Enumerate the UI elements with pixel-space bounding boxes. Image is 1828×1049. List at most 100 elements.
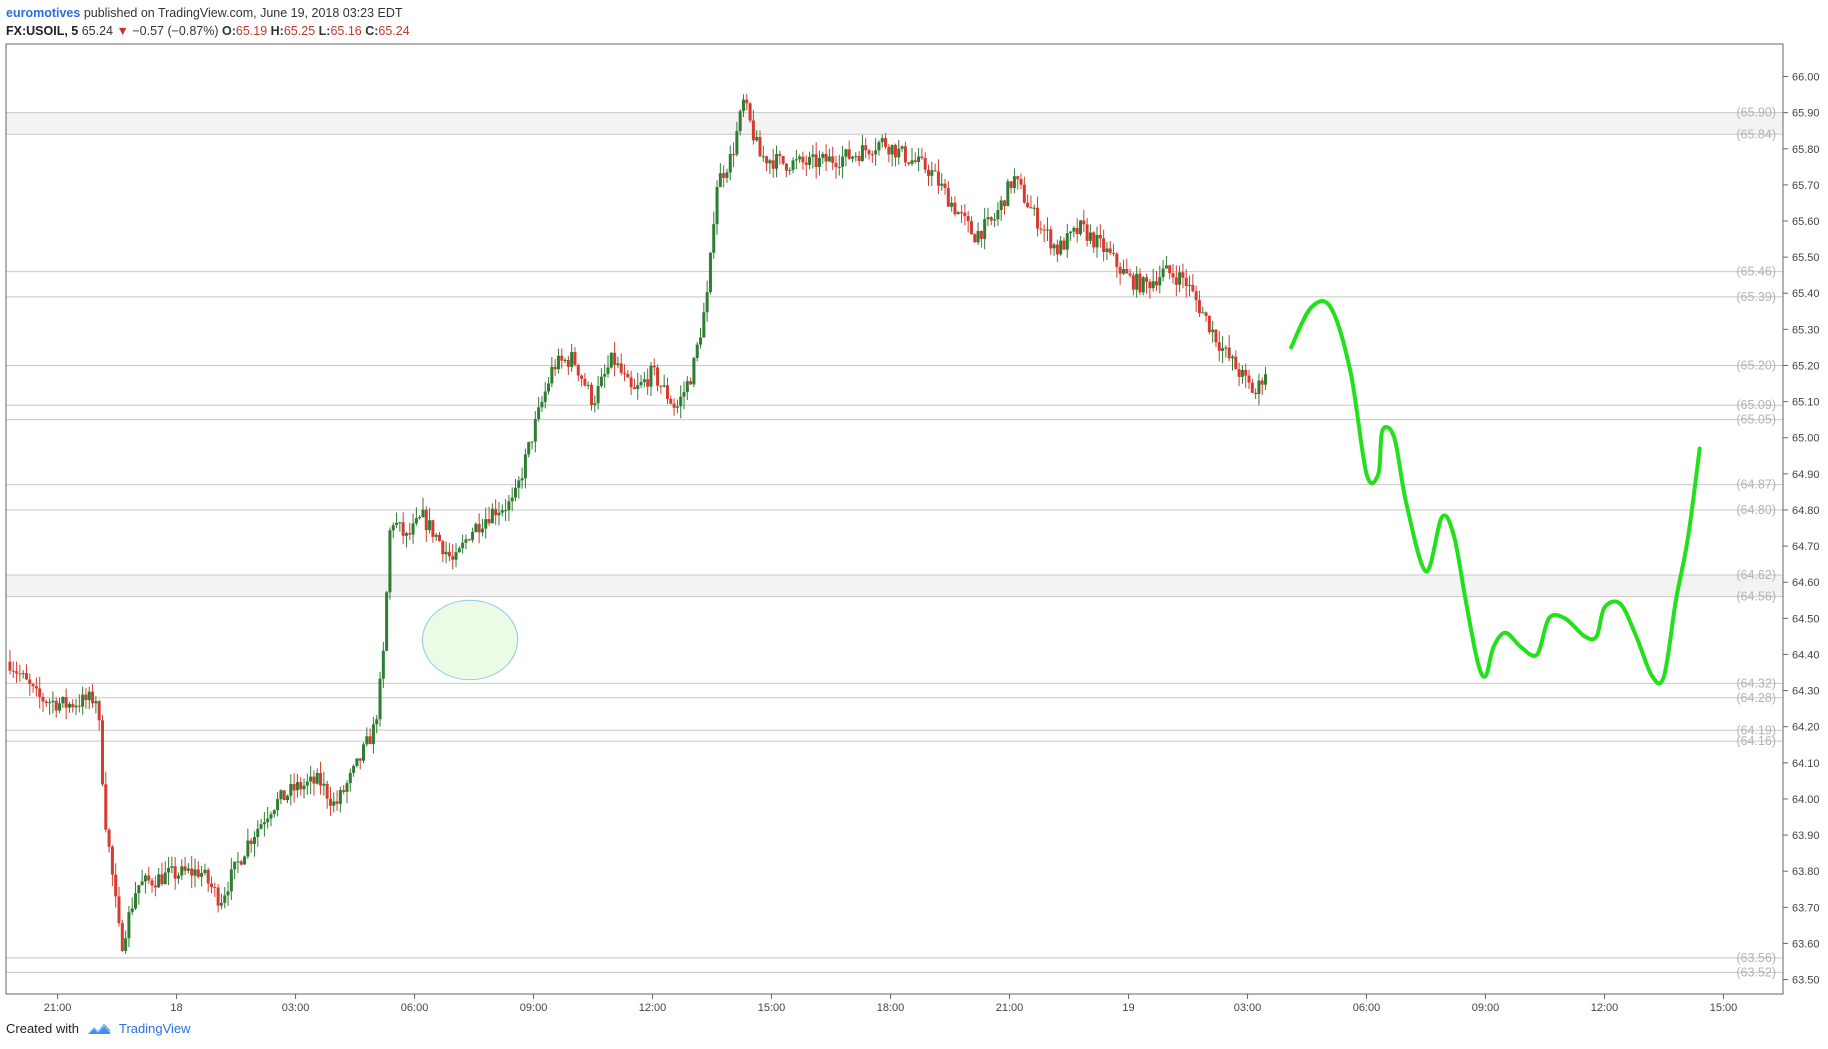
candle — [444, 541, 448, 564]
candle-body — [401, 522, 405, 536]
candle — [639, 374, 643, 388]
plot-border — [5, 43, 1784, 995]
candle-body — [560, 355, 564, 361]
candle-body — [484, 519, 488, 529]
candle-body — [186, 868, 190, 871]
candle-body — [1105, 248, 1109, 252]
candle-body — [755, 136, 759, 141]
candle — [903, 141, 907, 167]
x-tick-label: 12:00 — [1591, 1002, 1619, 1014]
candle-body — [851, 156, 855, 159]
candle — [1039, 220, 1043, 235]
candle — [342, 785, 346, 795]
tradingview-brand[interactable]: TradingView — [118, 1021, 191, 1036]
candle-body — [887, 146, 891, 155]
candle — [718, 163, 722, 188]
candle-body — [725, 172, 729, 178]
candle-body — [609, 352, 613, 368]
level-label: (63.56) — [1736, 951, 1776, 965]
candle-body — [497, 512, 501, 516]
y-tick-label: 64.30 — [1792, 686, 1820, 698]
candle — [893, 143, 897, 167]
candle-body — [649, 365, 653, 387]
candle-body — [923, 157, 927, 170]
high-value: 65.25 — [283, 24, 316, 38]
candle — [619, 353, 623, 376]
candle — [322, 771, 326, 796]
candle-body — [685, 381, 689, 393]
candle-body — [824, 153, 828, 162]
candle — [907, 161, 911, 166]
candle — [979, 230, 983, 248]
candle-body — [662, 385, 666, 387]
candle-body — [672, 403, 676, 408]
candle-body — [1075, 227, 1079, 235]
candle — [447, 542, 451, 562]
candle — [679, 385, 683, 419]
candle — [395, 512, 399, 529]
author-name[interactable]: euromotives — [6, 6, 81, 20]
candle — [930, 161, 934, 187]
candle-body — [1164, 265, 1168, 269]
candle — [837, 154, 841, 176]
candle-body — [368, 736, 372, 745]
candle-body — [771, 160, 775, 169]
candle — [1029, 195, 1033, 209]
candle — [880, 134, 884, 148]
candle-body — [411, 523, 415, 535]
candle — [1194, 285, 1198, 313]
candle — [219, 893, 223, 910]
candle-body — [1230, 356, 1234, 359]
candle — [1191, 274, 1195, 293]
candle-body — [94, 701, 98, 704]
candle — [788, 167, 792, 176]
candle-body — [745, 99, 749, 104]
candle-body — [444, 551, 448, 555]
time-axis[interactable]: 21:00 18 03:00 06:00 09:00 12:00 15:00 18:00 21:… — [44, 994, 1737, 1014]
candle-body — [289, 784, 293, 796]
x-tick-label: 15:00 — [1710, 1002, 1738, 1014]
candle — [1188, 275, 1192, 297]
candle — [1088, 224, 1092, 245]
candle — [715, 180, 719, 235]
level-label: (65.20) — [1736, 358, 1776, 372]
candle — [497, 501, 501, 526]
candle-body — [358, 758, 362, 761]
candle — [97, 699, 101, 731]
candle-body — [718, 173, 722, 188]
candle — [355, 758, 359, 768]
candle — [467, 538, 471, 542]
candle-body — [586, 384, 590, 386]
candle-body — [1197, 300, 1201, 313]
candle — [58, 697, 62, 714]
candle — [153, 875, 157, 897]
candle-body — [477, 523, 481, 533]
candle — [276, 792, 280, 817]
candle — [844, 148, 848, 167]
candle — [775, 145, 779, 178]
candle-body — [1102, 238, 1106, 252]
candle — [84, 688, 88, 709]
candle-body — [1019, 179, 1023, 185]
candle — [249, 838, 253, 853]
candle — [1085, 218, 1089, 247]
candle — [857, 151, 861, 167]
candle-body — [950, 202, 954, 207]
candle-body — [107, 829, 111, 847]
candle-body — [342, 790, 346, 792]
candle-body — [1234, 356, 1238, 370]
candle-body — [140, 881, 144, 886]
candle — [259, 818, 263, 830]
candle — [1095, 226, 1099, 258]
price-axis[interactable]: 66.00 65.90 65.80 65.70 65.60 65.50 65.40 65.30… — [1783, 72, 1820, 987]
candle-body — [167, 867, 171, 873]
candle — [1227, 335, 1231, 362]
candle — [500, 504, 504, 517]
candle — [1036, 196, 1040, 237]
candle-body — [563, 359, 567, 361]
candle-body — [226, 891, 230, 896]
candle — [114, 863, 118, 908]
chart-header: euromotives published on TradingView.com… — [6, 4, 410, 40]
candle-body — [1151, 281, 1155, 289]
